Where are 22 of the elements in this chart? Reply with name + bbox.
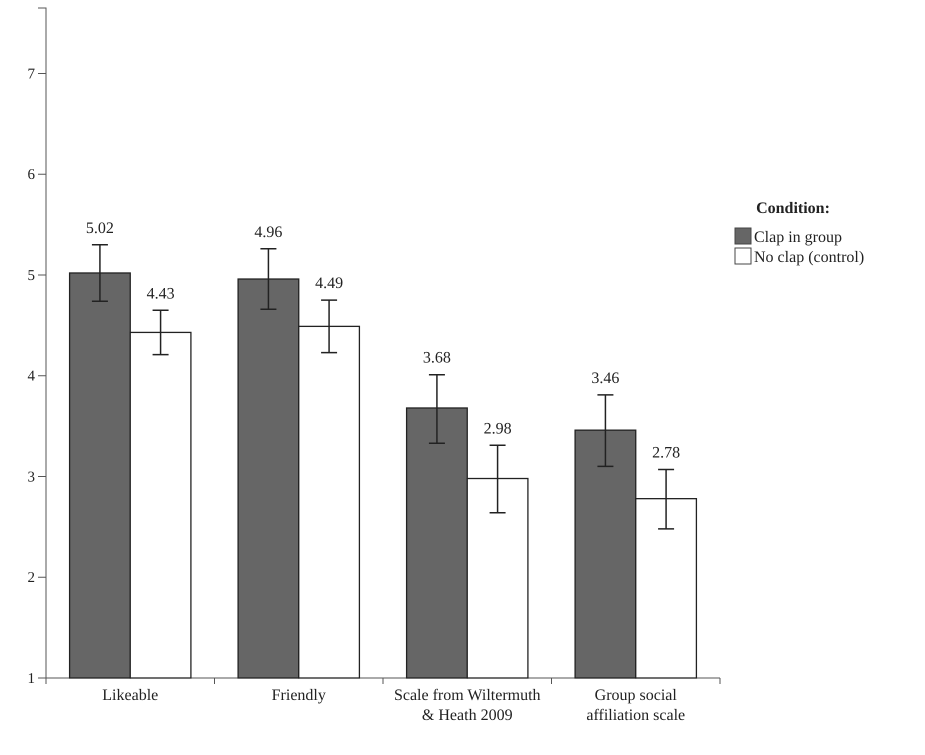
y-tick-label: 1 [28,670,35,687]
y-tick-label: 2 [28,570,35,586]
x-tick-label: Likeable [102,687,158,704]
data-label: 3.46 [591,370,620,387]
data-label: 2.78 [652,444,680,462]
data-label: 4.43 [146,285,175,302]
data-label: 3.68 [422,350,451,367]
legend-label: Clap in group [754,229,842,246]
y-tick-label: 3 [28,469,35,486]
y-tick-label: 6 [28,167,36,184]
text: No clap (control) [754,249,864,266]
x-tick-label: Friendly [272,687,326,704]
data-label: 2.98 [484,420,512,438]
x-tick-label: Scale from Wiltermuth & Heath 2009 [394,687,541,724]
data-label: 5.02 [86,220,114,237]
y-tick-label: 5 [28,268,35,284]
data-label: 4.96 [254,224,282,241]
y-tick-label: 7 [28,66,36,82]
x-tick-label: Group social affiliation scale [586,687,686,724]
y-tick-label: 4 [28,368,36,385]
legend-title: Condition: [756,200,830,217]
data-label: 4.49 [315,275,344,292]
